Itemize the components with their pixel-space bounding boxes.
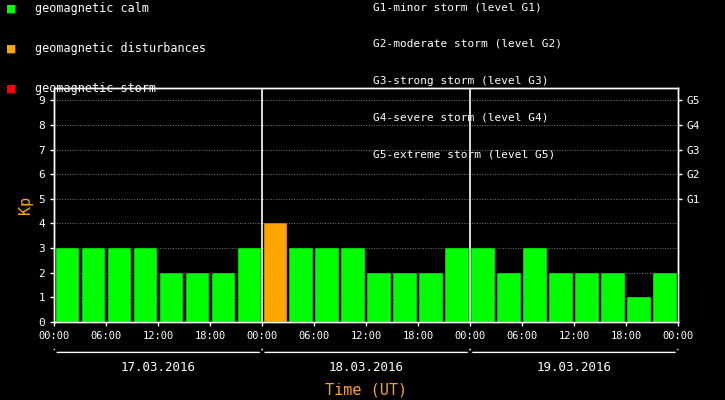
Bar xyxy=(238,248,261,322)
Bar xyxy=(289,248,313,322)
Bar xyxy=(445,248,469,322)
Text: ■: ■ xyxy=(7,82,16,96)
Text: 18.03.2016: 18.03.2016 xyxy=(328,361,404,374)
Text: G3-strong storm (level G3): G3-strong storm (level G3) xyxy=(373,76,549,86)
Text: 17.03.2016: 17.03.2016 xyxy=(121,361,196,374)
Bar xyxy=(315,248,339,322)
Bar xyxy=(601,273,625,322)
Bar xyxy=(56,248,79,322)
Bar xyxy=(550,273,573,322)
Bar xyxy=(368,273,391,322)
Bar xyxy=(471,248,494,322)
Text: G4-severe storm (level G4): G4-severe storm (level G4) xyxy=(373,112,549,122)
Bar xyxy=(627,297,650,322)
Text: geomagnetic disturbances: geomagnetic disturbances xyxy=(35,42,206,55)
Text: ■: ■ xyxy=(7,42,16,56)
Y-axis label: Kp: Kp xyxy=(18,196,33,214)
Text: Time (UT): Time (UT) xyxy=(325,383,407,398)
Bar xyxy=(523,248,547,322)
Bar xyxy=(263,224,287,322)
Bar xyxy=(341,248,365,322)
Text: G5-extreme storm (level G5): G5-extreme storm (level G5) xyxy=(373,149,555,159)
Bar xyxy=(653,273,676,322)
Bar xyxy=(394,273,417,322)
Bar xyxy=(212,273,235,322)
Text: 19.03.2016: 19.03.2016 xyxy=(536,361,611,374)
Bar xyxy=(160,273,183,322)
Bar xyxy=(186,273,209,322)
Text: G2-moderate storm (level G2): G2-moderate storm (level G2) xyxy=(373,39,563,49)
Text: G1-minor storm (level G1): G1-minor storm (level G1) xyxy=(373,2,542,12)
Bar xyxy=(497,273,521,322)
Text: geomagnetic calm: geomagnetic calm xyxy=(35,2,149,15)
Bar xyxy=(107,248,131,322)
Text: ■: ■ xyxy=(7,2,16,16)
Bar xyxy=(575,273,599,322)
Bar xyxy=(419,273,443,322)
Text: geomagnetic storm: geomagnetic storm xyxy=(35,82,156,95)
Bar xyxy=(133,248,157,322)
Bar xyxy=(82,248,105,322)
